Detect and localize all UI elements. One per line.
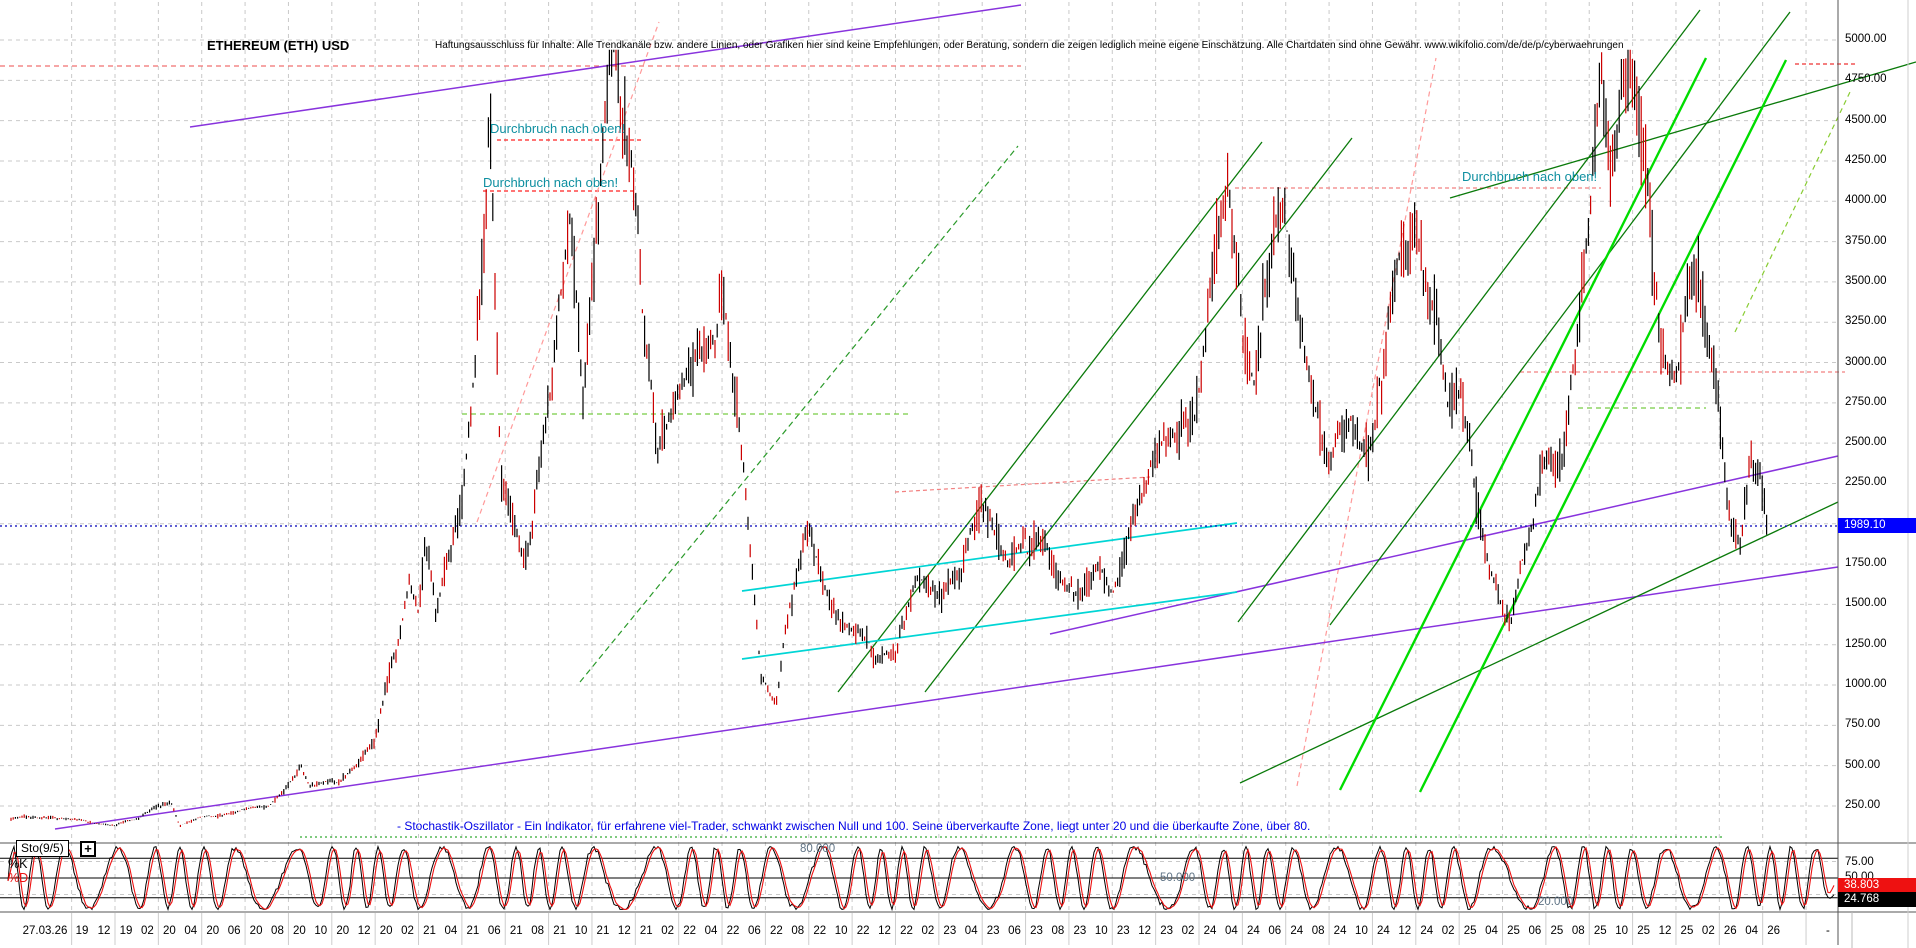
price-axis-label: 250.00 [1845, 798, 1881, 811]
date-axis-label: 12 22 [878, 925, 913, 937]
date-axis-label: 06 22 [748, 925, 783, 937]
trendline-green-channel-a [837, 141, 1263, 693]
current-price-badge: 1989.10 [1838, 518, 1916, 533]
date-axis-label: 10 24 [1355, 925, 1390, 937]
price-axis-label: 1750.00 [1845, 557, 1887, 570]
stochastic-k-value-badge: 24.768 [1838, 892, 1916, 907]
price-axis-label: 750.00 [1845, 718, 1881, 731]
stochastic-d-value-badge: 38.803 [1838, 878, 1916, 893]
add-indicator-button[interactable]: + [80, 841, 96, 857]
date-axis-label: 08 23 [1051, 925, 1087, 937]
price-axis-label: 2500.00 [1845, 436, 1887, 449]
trendline-steep-red-right [1296, 57, 1437, 787]
date-axis-label: 02 25 [1441, 925, 1477, 937]
breakout-annotation-2: Durchbruch nach oben! [483, 175, 619, 190]
date-axis-label: 04 20 [184, 925, 220, 937]
price-axis-label: 3750.00 [1845, 234, 1887, 247]
date-axis-label: 12 24 [1398, 925, 1434, 937]
trendline-steep-red-left [476, 21, 660, 523]
price-axis-label: 1500.00 [1845, 597, 1887, 610]
trendline-green-support-right [1239, 501, 1839, 784]
price-axis-label: 5000.00 [1845, 33, 1887, 45]
date-axis-label: 02 23 [921, 925, 957, 937]
price-axis-label: 2750.00 [1845, 395, 1887, 408]
date-axis-label: 02 26 [1701, 925, 1737, 937]
trendline-violet-support-long [54, 566, 1839, 830]
date-axis-label: 04 22 [704, 925, 740, 937]
date-axis-label: 02 22 [661, 925, 697, 937]
date-axis-label: 08 24 [1311, 925, 1347, 937]
date-axis-label: 08 25 [1571, 925, 1607, 937]
date-axis-label: 02 24 [1181, 925, 1217, 937]
trendline-minor-level-mid [894, 476, 1151, 493]
axis-end-marker: - [1826, 925, 1830, 937]
date-axis-label: 12 21 [617, 925, 653, 937]
trendline-green-steep-b [1329, 11, 1791, 626]
trendline-green-dashed-channel [579, 145, 1019, 683]
date-axis-label: 12 19 [97, 925, 133, 937]
trendline-lime-steep-b [1418, 59, 1788, 793]
candles-red [10, 49, 1752, 827]
date-axis-label: 02 21 [401, 925, 436, 937]
price-axis-label: 1250.00 [1845, 637, 1887, 650]
date-axis-label: 27.03.26 [22, 925, 68, 937]
date-axis-label: 06 21 [487, 925, 523, 937]
price-axis-label: 500.00 [1845, 758, 1881, 771]
price-axis-label: 4250.00 [1845, 153, 1887, 166]
date-axis-label: 10 23 [1094, 925, 1130, 937]
price-axis-label: 4500.00 [1845, 113, 1887, 126]
trendline-lime-steep-a [1338, 57, 1708, 791]
date-axis-label: 10 25 [1615, 925, 1650, 937]
date-axis-label: 04 21 [444, 925, 480, 937]
trendline-cyan-channel-b [741, 591, 1238, 660]
price-axis-label: 4000.00 [1845, 194, 1887, 207]
stochastic-d-line [7, 846, 1835, 910]
candles-black [14, 49, 1768, 827]
indicator-label[interactable]: Sto(9/5) [16, 840, 69, 857]
date-axis-label: 02 20 [140, 925, 176, 937]
date-axis-label: 10 21 [574, 925, 610, 937]
oscillator-scale-75: 75.00 [1845, 856, 1874, 868]
price-axis-label: 3000.00 [1845, 355, 1887, 368]
date-axis-label: 06 25 [1528, 925, 1564, 937]
date-axis-label: 04 25 [1485, 925, 1520, 937]
disclaimer-text: Haftungsausschluss für Inhalte: Alle Tre… [435, 40, 1624, 51]
oscillator-level-80: 80.000 [800, 843, 836, 855]
price-axis-label: 3500.00 [1845, 274, 1887, 287]
breakout-annotation-1: Durchbruch nach oben! [490, 121, 626, 136]
date-axis-label: 08 20 [271, 925, 306, 937]
date-axis-label: 08 22 [791, 925, 827, 937]
trendline-violet-support-right [1049, 455, 1839, 635]
price-axis-label: 3250.00 [1845, 315, 1887, 328]
date-axis-label: 19 [75, 925, 89, 937]
date-axis-label: 12 25 [1658, 925, 1694, 937]
date-axis-label: 06 20 [227, 925, 263, 937]
date-axis-label: 04 24 [1224, 925, 1260, 937]
date-axis-label: 06 24 [1268, 925, 1304, 937]
date-axis-label: 10 22 [834, 925, 870, 937]
stochastic-k-label: %K [8, 857, 28, 871]
chart-title: ETHEREUM (ETH) USD [207, 38, 350, 53]
trendline-violet-top [189, 4, 1022, 128]
trendline-cyan-channel-a [741, 522, 1238, 592]
date-axis-label: 08 21 [531, 925, 566, 937]
date-axis-label: 12 20 [357, 925, 393, 937]
trendline-green-steep-a [1237, 9, 1701, 623]
trendline-green-channel-b [924, 137, 1353, 693]
date-axis-label: 04 23 [964, 925, 1000, 937]
breakout-annotation-3: Durchbruch nach oben! [1462, 169, 1598, 184]
oscillator-level-50: 50.000 [1160, 872, 1196, 884]
price-axis-label: 4750.00 [1845, 73, 1887, 86]
oscillator-description: - Stochastik-Oszillator - Ein Indikator,… [397, 819, 1311, 833]
price-axis-label: 2250.00 [1845, 476, 1887, 489]
price-axis-label: 1000.00 [1845, 678, 1887, 691]
date-axis-label: 04 26 [1745, 925, 1781, 937]
stochastic-d-label: %D [8, 871, 29, 885]
date-axis-label: 06 23 [1008, 925, 1043, 937]
date-axis-label: 12 23 [1138, 925, 1174, 937]
oscillator-level-20: 20.000 [1538, 896, 1574, 908]
date-axis-label: 10 20 [314, 925, 350, 937]
